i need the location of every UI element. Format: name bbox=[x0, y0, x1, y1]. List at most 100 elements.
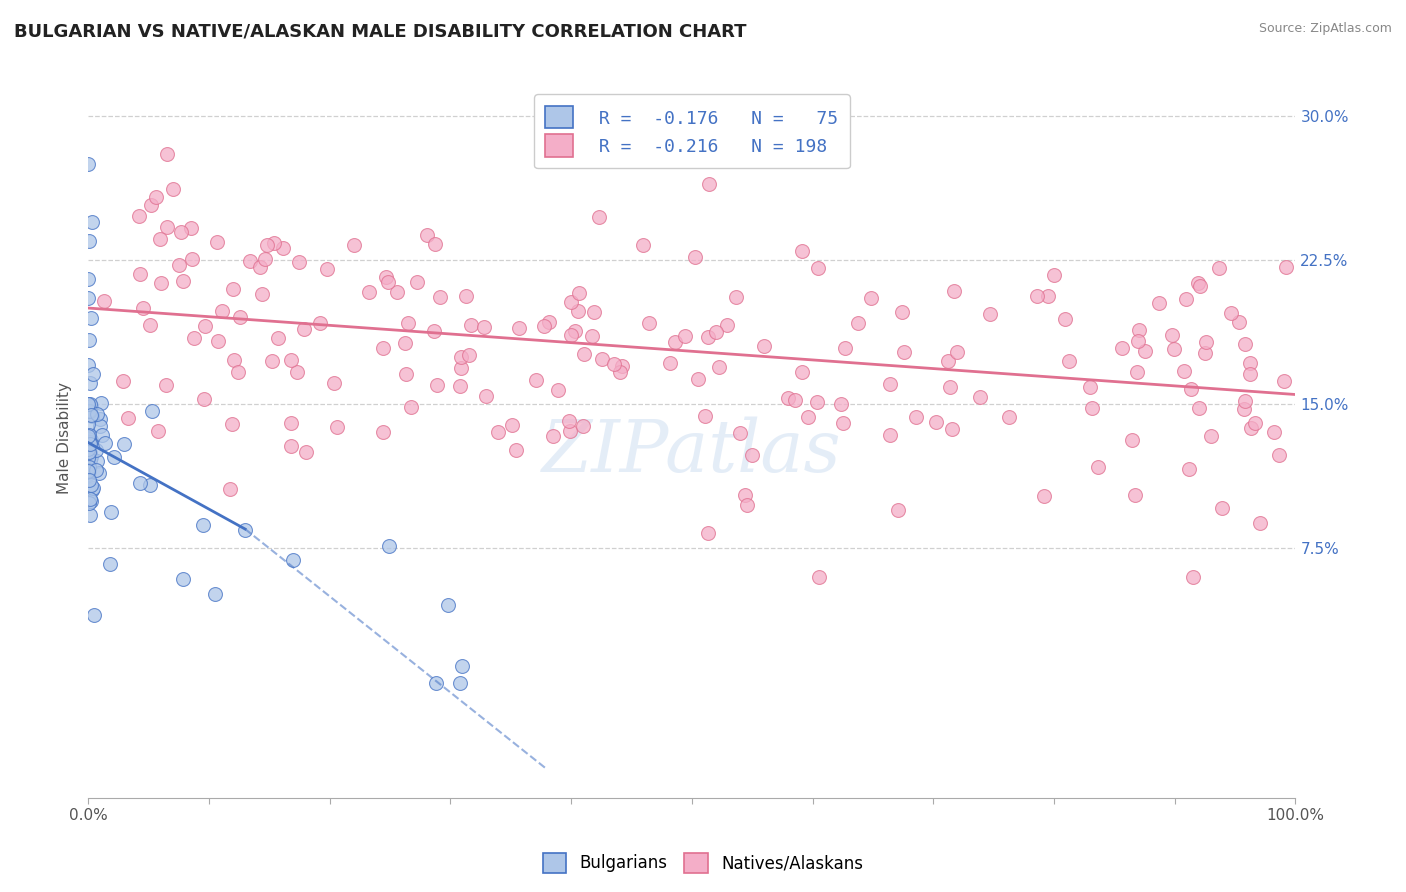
Point bbox=[879, 427, 901, 442]
Point bbox=[658, 356, 681, 370]
Point bbox=[77, 404, 100, 418]
Point bbox=[77, 482, 100, 496]
Point bbox=[457, 348, 479, 362]
Point bbox=[342, 237, 364, 252]
Point bbox=[558, 425, 581, 439]
Point bbox=[138, 318, 160, 332]
Point bbox=[1087, 459, 1109, 474]
Point bbox=[239, 253, 262, 268]
Point bbox=[426, 378, 449, 392]
Text: ZIPatlas: ZIPatlas bbox=[541, 417, 842, 487]
Point bbox=[315, 262, 337, 277]
Point bbox=[1182, 570, 1205, 584]
Point bbox=[86, 407, 108, 421]
Point bbox=[77, 459, 100, 474]
Text: BULGARIAN VS NATIVE/ALASKAN MALE DISABILITY CORRELATION CHART: BULGARIAN VS NATIVE/ALASKAN MALE DISABIL… bbox=[14, 22, 747, 40]
Legend: Bulgarians, Natives/Alaskans: Bulgarians, Natives/Alaskans bbox=[536, 847, 870, 880]
Point bbox=[79, 376, 101, 390]
Point bbox=[128, 209, 150, 223]
Point bbox=[77, 450, 100, 465]
Point bbox=[425, 236, 447, 251]
Point bbox=[792, 366, 814, 380]
Point bbox=[77, 234, 100, 248]
Point bbox=[385, 285, 408, 299]
Point bbox=[79, 446, 101, 460]
Point bbox=[538, 315, 561, 329]
Point bbox=[508, 320, 530, 334]
Point bbox=[77, 491, 100, 505]
Point bbox=[737, 498, 759, 512]
Point bbox=[673, 328, 696, 343]
Point bbox=[997, 409, 1019, 424]
Point bbox=[1208, 260, 1230, 275]
Point bbox=[1128, 323, 1150, 337]
Point bbox=[77, 463, 100, 477]
Point bbox=[281, 552, 304, 566]
Point bbox=[156, 220, 179, 235]
Point bbox=[77, 474, 100, 488]
Point bbox=[94, 436, 117, 450]
Point bbox=[456, 289, 478, 303]
Point bbox=[524, 373, 547, 387]
Point bbox=[79, 494, 101, 508]
Point bbox=[131, 301, 153, 315]
Point bbox=[205, 235, 228, 249]
Point bbox=[263, 236, 285, 251]
Point bbox=[1188, 401, 1211, 415]
Point bbox=[79, 508, 101, 523]
Point bbox=[1189, 278, 1212, 293]
Point bbox=[90, 395, 112, 409]
Point bbox=[1275, 260, 1298, 274]
Point bbox=[741, 448, 763, 462]
Point bbox=[374, 270, 396, 285]
Point bbox=[1080, 401, 1102, 415]
Point bbox=[139, 478, 162, 492]
Point bbox=[1194, 345, 1216, 359]
Point bbox=[84, 463, 107, 477]
Point bbox=[79, 453, 101, 467]
Point bbox=[89, 411, 111, 425]
Point bbox=[846, 316, 869, 330]
Point bbox=[80, 450, 103, 464]
Point bbox=[1121, 433, 1143, 447]
Point bbox=[249, 260, 271, 274]
Point bbox=[401, 400, 423, 414]
Point bbox=[672, 116, 695, 130]
Point bbox=[98, 557, 121, 571]
Point bbox=[505, 443, 527, 458]
Point bbox=[80, 408, 103, 422]
Point bbox=[77, 358, 100, 372]
Point bbox=[1272, 375, 1295, 389]
Point bbox=[79, 396, 101, 410]
Point bbox=[77, 429, 100, 443]
Point bbox=[371, 425, 394, 440]
Point bbox=[193, 518, 215, 533]
Point bbox=[77, 292, 100, 306]
Point bbox=[564, 324, 586, 338]
Point bbox=[582, 305, 605, 319]
Point bbox=[686, 372, 709, 386]
Point bbox=[1053, 312, 1076, 326]
Point bbox=[450, 360, 472, 375]
Point bbox=[1239, 367, 1261, 381]
Point bbox=[1239, 420, 1261, 434]
Point bbox=[716, 318, 738, 332]
Point bbox=[77, 403, 100, 417]
Point bbox=[460, 318, 482, 332]
Point bbox=[936, 353, 959, 368]
Point bbox=[943, 284, 966, 298]
Point bbox=[1211, 500, 1233, 515]
Point bbox=[568, 286, 591, 301]
Point bbox=[79, 435, 101, 450]
Point bbox=[90, 428, 112, 442]
Point bbox=[449, 675, 471, 690]
Point bbox=[80, 399, 103, 413]
Point bbox=[129, 267, 152, 281]
Point bbox=[707, 360, 730, 375]
Point bbox=[260, 354, 283, 368]
Point bbox=[82, 409, 104, 424]
Point bbox=[695, 409, 717, 423]
Point bbox=[807, 261, 830, 276]
Point bbox=[395, 367, 418, 381]
Point bbox=[280, 439, 302, 453]
